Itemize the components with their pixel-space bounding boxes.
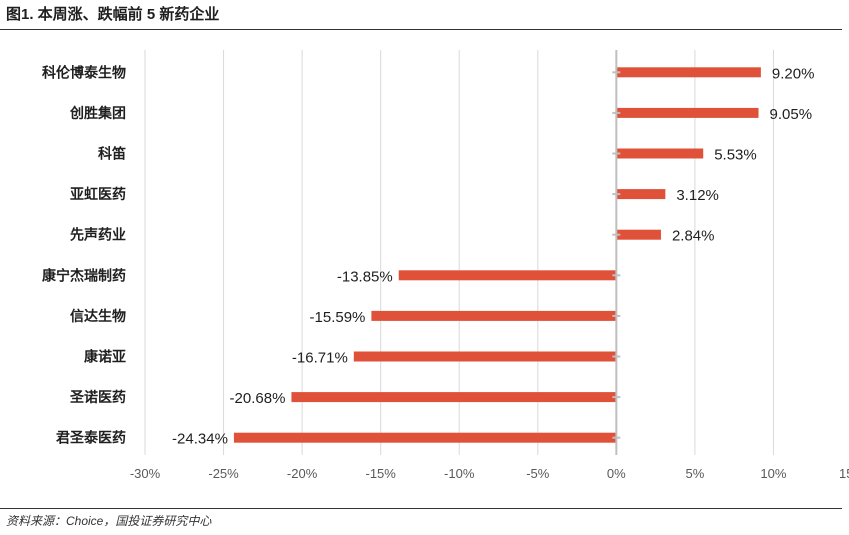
source-note: 资料来源：Choice，国投证券研究中心 (6, 514, 212, 528)
category-label: 康宁杰瑞制药 (42, 267, 126, 283)
bar (353, 351, 617, 362)
category-label: 康诺亚 (84, 349, 126, 365)
grid-lines (144, 50, 774, 455)
category-label: 科笛 (98, 146, 126, 162)
bar (616, 67, 761, 78)
data-label: 9.20% (772, 65, 815, 82)
x-tick-label: -30% (130, 466, 161, 481)
bar (616, 229, 661, 240)
data-label: 2.84% (672, 228, 715, 245)
x-tick-label: -10% (444, 466, 475, 481)
x-tick-label: 15% (839, 466, 849, 481)
data-label: -15.59% (310, 309, 366, 326)
labels: -30% -25% -20% -15% -10% -5% 0% 5% 10% 15% 科伦博泰生物 9… (42, 64, 849, 481)
category-label: 创胜集团 (69, 105, 126, 121)
bar (233, 432, 617, 443)
x-tick-label: -5% (526, 466, 550, 481)
data-label: 3.12% (676, 187, 719, 204)
data-label: -24.34% (172, 431, 228, 448)
bar (616, 148, 704, 159)
data-label: -16.71% (292, 350, 348, 367)
bar (371, 310, 617, 321)
x-tick-label: -15% (365, 466, 396, 481)
footer-divider (0, 508, 842, 509)
bar (291, 392, 617, 403)
bars (233, 67, 761, 443)
data-label: -13.85% (337, 268, 393, 285)
x-tick-label: 5% (685, 466, 704, 481)
data-label: 9.05% (770, 106, 813, 123)
x-tick-label: -20% (287, 466, 318, 481)
x-tick-label: 0% (607, 466, 626, 481)
x-tick-label: 10% (760, 466, 786, 481)
category-label: 亚虹医药 (70, 186, 126, 202)
category-label: 信达生物 (70, 308, 126, 324)
title-divider (0, 29, 842, 30)
zero-axis (612, 50, 621, 455)
category-label: 科伦博泰生物 (42, 64, 126, 80)
bar (616, 107, 759, 118)
category-label: 君圣泰医药 (55, 430, 126, 446)
bar (398, 270, 617, 281)
data-label: 5.53% (714, 147, 757, 164)
page-title: 图1. 本周涨、跌幅前 5 新药企业 (6, 6, 220, 23)
category-label: 先声药业 (70, 227, 126, 243)
data-label: -20.68% (230, 390, 286, 407)
bar-chart: -30% -25% -20% -15% -10% -5% 0% 5% 10% 15% 科伦博泰生物 9… (42, 50, 849, 481)
category-label: 圣诺医药 (69, 389, 126, 405)
bar (616, 189, 666, 200)
x-tick-label: -25% (208, 466, 239, 481)
